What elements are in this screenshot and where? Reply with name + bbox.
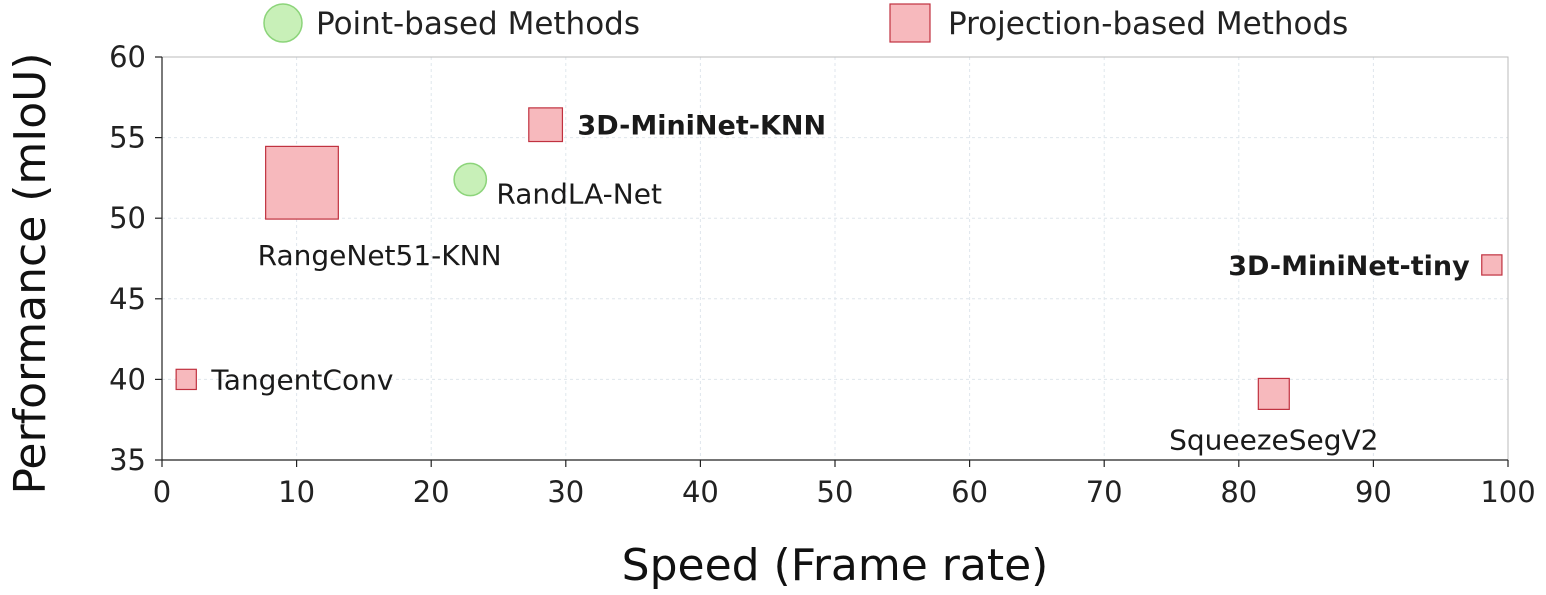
marker-randla-net <box>453 162 488 197</box>
x-tick-label: 20 <box>413 475 450 509</box>
x-axis-title: Speed (Frame rate) <box>622 540 1049 591</box>
axes: 0 10 20 30 40 50 60 70 80 90 100 35 40 45 50 55 60 <box>109 40 1536 509</box>
x-tick-label: 50 <box>817 475 854 509</box>
legend-label-point-based-methods: Point-based Methods <box>316 6 640 42</box>
x-tick-label: 90 <box>1355 475 1392 509</box>
data-marks <box>175 107 1503 410</box>
label-randla-net: RandLA-Net <box>496 178 662 211</box>
y-tick-label: 50 <box>109 201 146 235</box>
marker-rangenet51-knn <box>265 145 339 220</box>
y-tick-label: 45 <box>109 282 146 316</box>
legend-label-projection-based-methods: Projection-based Methods <box>948 6 1348 42</box>
x-tick-label: 80 <box>1220 475 1257 509</box>
x-tick-label: 30 <box>547 475 584 509</box>
legend-marker-projection-based-methods <box>889 3 931 43</box>
label-3d-mininet-knn: 3D-MiniNet-KNN <box>577 111 826 142</box>
x-tick-label: 100 <box>1480 475 1535 509</box>
x-tick-label: 0 <box>153 475 171 509</box>
label-tangentconv: TangentConv <box>210 363 393 396</box>
y-tick-label: 35 <box>109 443 146 477</box>
x-tick-label: 60 <box>951 475 988 509</box>
x-tick-label: 10 <box>278 475 315 509</box>
legend-marker-point-based-methods <box>263 3 303 43</box>
y-axis-title: Performance (mIoU) <box>5 52 56 494</box>
x-tick-label: 40 <box>682 475 719 509</box>
grid <box>162 57 1508 460</box>
legend: Point-based Methods Projection-based Meth… <box>263 3 1348 43</box>
label-3d-mininet-tiny: 3D-MiniNet-tiny <box>1228 251 1470 282</box>
marker-tangentconv <box>175 368 197 391</box>
y-tick-label: 60 <box>109 40 146 74</box>
y-tick-label: 55 <box>109 121 146 155</box>
point-labels: RangeNet51-KNN 3D-MiniNet-KNN RandLA-Net Ta… <box>210 111 1470 457</box>
label-squeezesegv2: SqueezeSegV2 <box>1169 423 1378 456</box>
label-rangenet51-knn: RangeNet51-KNN <box>258 239 502 272</box>
marker-squeezesegv2 <box>1257 377 1290 410</box>
marker-3d-mininet-knn <box>528 107 564 143</box>
x-tick-label: 70 <box>1086 475 1123 509</box>
y-tick-label: 40 <box>109 362 146 396</box>
marker-3d-mininet-tiny <box>1481 254 1503 276</box>
